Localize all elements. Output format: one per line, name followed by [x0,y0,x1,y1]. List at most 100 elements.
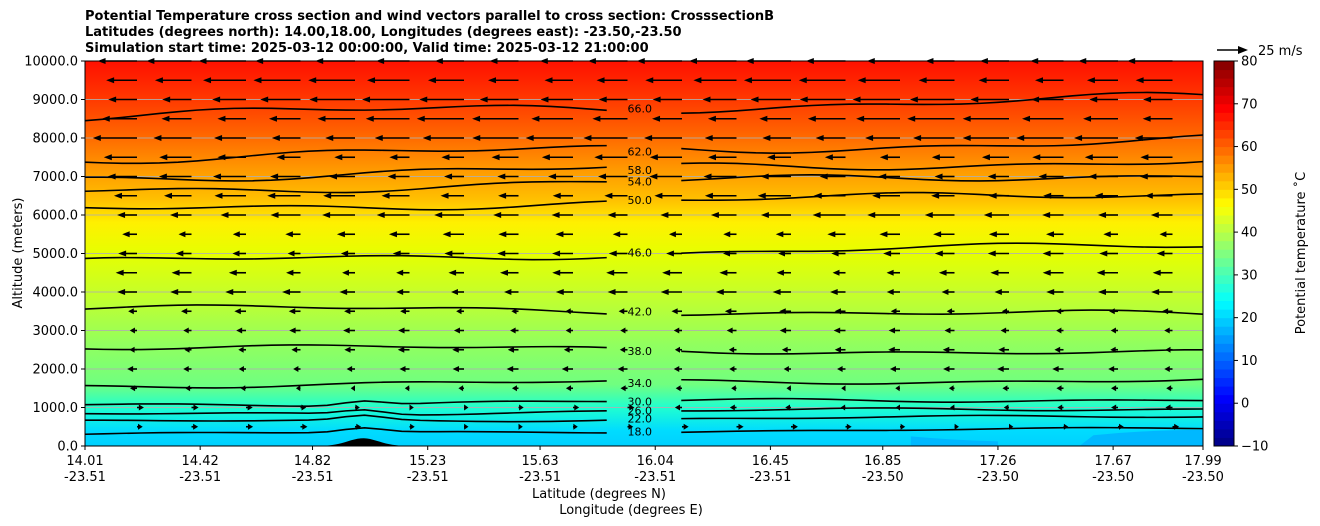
wind-arrowhead [441,154,450,161]
x-tick-label-lon: -23.51 [519,470,561,485]
wind-arrowhead [444,173,453,180]
y-tick-label: 10000.0 [24,55,78,70]
wind-arrowhead [729,366,735,372]
x-tick-label-lat: 16.04 [637,454,674,469]
wind-arrowhead [604,192,613,199]
x-tick-label-lat: 14.01 [66,454,103,469]
wind-arrowhead [583,135,592,141]
wind-arrowhead [103,154,112,161]
wind-arrowhead [981,154,990,161]
wind-arrowhead [238,346,244,353]
colorbar-band [1214,206,1234,216]
wind-arrowhead [660,212,669,218]
contour-label: 58.0 [628,164,653,177]
colorbar-band [1214,411,1234,421]
wind-arrowhead [824,154,833,161]
contour-label: 54.0 [628,176,653,189]
wind-arrowhead [400,308,406,315]
wind-arrowhead [662,269,671,276]
wind-arrowhead [129,346,135,353]
colorbar-band [1214,274,1234,284]
wind-arrowhead [997,366,1004,372]
wind-arrowhead [453,327,460,334]
wind-arrowhead [422,135,431,141]
wind-arrowhead [183,327,189,334]
colorbar-frame [1213,60,1235,447]
wind-arrowhead [1174,423,1180,430]
wind-arrowhead [268,115,277,122]
wind-arrowhead [552,250,561,257]
wind-arrowhead [666,250,674,257]
wind-arrowhead [1096,269,1105,276]
terrain-peak [306,438,434,446]
wind-arrowhead [962,135,971,141]
wind-arrowhead [181,308,188,315]
contour-label: 66.0 [628,102,653,115]
x-tick-label-lat: 15.23 [409,454,446,469]
wind-arrowhead [731,385,736,392]
colorbar-band [1214,69,1234,79]
contour-line [84,380,607,389]
wind-arrowhead [1111,404,1117,411]
wind-arrowhead [913,135,922,141]
wind-arrowhead [336,231,345,238]
wind-arrowhead [612,231,621,238]
wind-arrowhead [934,250,943,257]
contour-line [84,200,607,211]
colorbar-band [1214,360,1234,370]
contour-line [681,91,1204,115]
colorbar-tick-label: 60 [1241,140,1258,155]
wind-arrowhead [606,269,615,276]
terrain [306,438,434,446]
wind-arrowhead [464,404,469,411]
wind-arrowhead [203,77,212,84]
colorbar-band [1214,249,1234,259]
colorbar-band [1214,155,1234,165]
wind-arrowhead [397,346,405,353]
x-tick-label-lat: 17.26 [979,454,1016,469]
wind-arrowhead [596,77,605,84]
wind-arrowhead [1165,346,1171,353]
wind-arrowhead [729,404,735,411]
wind-arrowhead [344,346,351,353]
wind-arrowhead [1032,154,1041,161]
wind-arrowhead [779,327,787,334]
colorbar-band [1214,257,1234,267]
wind-arrowhead [970,96,979,103]
wind-arrowhead [317,115,326,122]
colorbar-band [1214,369,1234,379]
contour-label: 50.0 [628,194,653,207]
wind-arrowhead [673,327,680,334]
wind-arrowhead [504,289,512,295]
contour-line [681,378,1204,385]
wind-arrowhead [220,212,229,218]
wind-arrowhead [931,192,940,199]
wind-arrowhead [710,212,719,218]
wind-arrowhead [1152,269,1161,276]
quiver-key-label: 25 m/s [1258,44,1303,59]
wind-arrowhead [598,96,607,103]
wind-arrowhead [214,192,223,199]
wind-arrowhead [738,423,744,430]
contour-lines: 18.022.026.030.034.038.042.046.050.054.0… [84,91,1204,438]
colorbar-band [1214,112,1234,122]
wind-arrowhead [1034,77,1043,84]
wind-arrowhead [552,192,561,199]
wind-arrowhead [1001,308,1008,315]
contour-line [84,414,607,423]
colorbar-band [1214,146,1234,156]
wind-arrowhead [987,250,996,257]
wind-arrowhead [544,77,553,84]
wind-arrowhead [376,212,385,218]
wind-arrowhead [107,173,116,180]
x-tick-label-lon: -23.51 [749,470,791,485]
wind-arrowhead [1111,385,1117,392]
wind-arrowhead [565,327,571,334]
wind-arrowhead [724,308,732,315]
wind-arrowhead [886,269,894,276]
wind-arrowhead [340,250,349,257]
wind-arrowhead [943,366,950,372]
wind-arrowhead [1099,250,1108,257]
wind-arrowhead [392,250,401,257]
wind-arrowhead [282,289,291,295]
